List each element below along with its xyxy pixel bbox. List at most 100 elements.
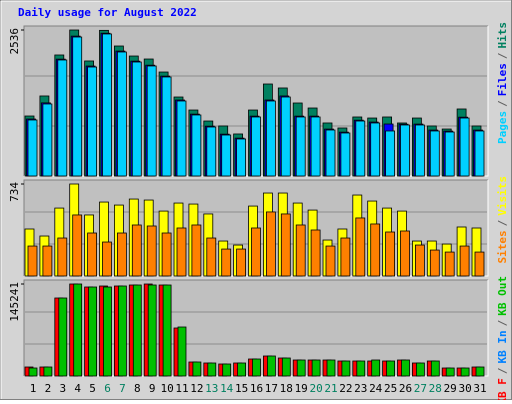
- x-tick-label: 10: [160, 382, 173, 395]
- x-tick-label: 19: [295, 382, 308, 395]
- legend-entry: Hits: [496, 22, 509, 49]
- bar: [176, 100, 187, 177]
- bar: [400, 230, 410, 277]
- legend: Sites / Visits: [496, 176, 509, 264]
- bar: [444, 251, 455, 277]
- bar: [474, 251, 485, 277]
- x-tick-label: 6: [104, 382, 111, 395]
- legend-entry: KB F: [496, 378, 509, 400]
- bar: [28, 367, 38, 377]
- y-tick-label: 2536: [8, 28, 21, 55]
- bar: [102, 241, 112, 277]
- bar: [445, 367, 455, 377]
- bar: [57, 237, 68, 277]
- bar: [355, 120, 366, 177]
- bar: [325, 129, 336, 177]
- bar: [460, 367, 470, 377]
- bar: [386, 360, 396, 377]
- bar: [415, 362, 425, 377]
- bar: [72, 36, 83, 177]
- bar: [222, 363, 232, 377]
- x-tick-label: 22: [339, 382, 352, 395]
- panel-border: [23, 279, 488, 376]
- bar: [192, 361, 202, 377]
- bar: [161, 76, 172, 177]
- legend-separator: /: [496, 100, 509, 107]
- bar: [385, 231, 396, 277]
- x-tick-label: 14: [220, 382, 234, 395]
- legend-entry: KB Out: [496, 276, 509, 316]
- x-tick-label: 4: [74, 382, 81, 395]
- x-tick-label: 18: [280, 382, 293, 395]
- bar: [281, 357, 291, 377]
- bar: [310, 116, 321, 177]
- legend: KB F / KB In / KB Out: [496, 276, 509, 400]
- bar: [341, 360, 351, 377]
- bar: [176, 227, 187, 277]
- bar: [58, 297, 68, 377]
- bar: [132, 284, 142, 377]
- bar: [43, 366, 53, 377]
- bar: [400, 124, 410, 177]
- x-tick-label: 25: [384, 382, 397, 395]
- bar: [414, 244, 425, 277]
- chart-title: Daily usage for August 2022: [18, 6, 197, 19]
- bar: [87, 232, 97, 277]
- bar: [340, 132, 351, 177]
- bar: [429, 130, 440, 177]
- bar: [206, 237, 217, 277]
- bar: [236, 138, 247, 177]
- bar: [355, 217, 366, 277]
- bar: [280, 96, 291, 177]
- panel-border: [23, 179, 488, 276]
- x-tick-label: 17: [265, 382, 278, 395]
- bar: [356, 360, 366, 377]
- bar: [430, 360, 440, 377]
- bar: [459, 117, 470, 177]
- bar: [266, 355, 276, 377]
- bar: [325, 245, 336, 277]
- y-tick-label: 734: [8, 182, 21, 202]
- bar: [117, 51, 127, 177]
- x-tick-label: 21: [324, 382, 337, 395]
- legend-separator: /: [496, 319, 509, 326]
- bar: [146, 65, 157, 177]
- bar: [429, 249, 440, 277]
- bar: [295, 116, 306, 177]
- x-tick-label: 9: [149, 382, 156, 395]
- bar: [296, 359, 306, 377]
- legend-entry: Pages: [496, 111, 509, 144]
- legend-separator: /: [496, 367, 509, 374]
- bar: [236, 248, 247, 277]
- bar: [280, 213, 291, 277]
- bar: [252, 358, 261, 377]
- bar: [414, 124, 425, 177]
- x-tick-label: 11: [175, 382, 188, 395]
- x-tick-label: 5: [89, 382, 96, 395]
- bar: [265, 211, 276, 277]
- x-tick-label: 29: [444, 382, 457, 395]
- x-tick-label: 12: [190, 382, 203, 395]
- x-tick-label: 23: [354, 382, 367, 395]
- bar: [73, 283, 83, 377]
- bar: [444, 131, 455, 177]
- bar: [310, 229, 321, 277]
- bar: [191, 224, 202, 277]
- bar: [459, 245, 470, 277]
- bar: [161, 232, 172, 277]
- bar: [474, 130, 485, 177]
- bar: [27, 245, 38, 277]
- legend-entry: Visits: [496, 176, 509, 216]
- x-tick-label: 1: [30, 382, 37, 395]
- legend-entry: KB In: [496, 330, 509, 363]
- y-tick-label: 145241: [8, 282, 21, 322]
- bar: [206, 126, 217, 177]
- bar: [191, 114, 202, 177]
- bar: [88, 286, 97, 377]
- x-tick-label: 7: [119, 382, 126, 395]
- bar: [237, 362, 247, 377]
- bar: [87, 66, 97, 177]
- bar: [251, 116, 261, 177]
- x-tick-label: 24: [369, 382, 383, 395]
- x-tick-label: 13: [205, 382, 218, 395]
